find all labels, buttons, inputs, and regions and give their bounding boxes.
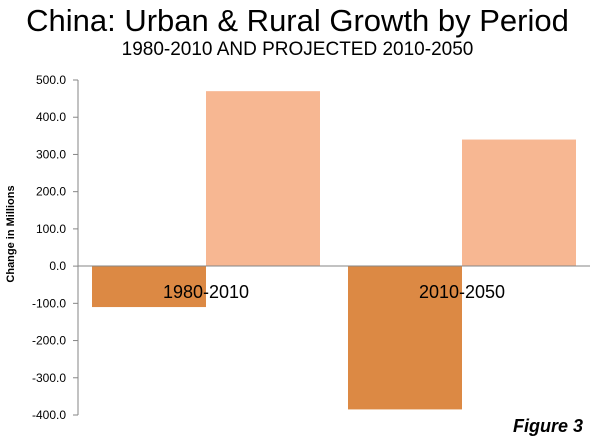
bars <box>92 91 576 410</box>
y-tick-label: 0.0 <box>49 259 66 273</box>
y-tick-label: 200.0 <box>36 185 66 199</box>
y-tick-label: -400.0 <box>32 408 66 422</box>
y-tick-label: -100.0 <box>32 296 66 310</box>
y-tick-label: -300.0 <box>32 371 66 385</box>
category-label: 2010-2050 <box>419 282 505 302</box>
y-ticks: 500.0 400.0 300.0 200.0 100.0 0.0 -100.0 -200.0… <box>32 73 78 422</box>
chart-title: China: Urban & Rural Growth by Period <box>26 3 569 38</box>
y-tick-label: 100.0 <box>36 222 66 236</box>
category-label: 1980-2010 <box>163 282 249 302</box>
category-labels: 1980-2010 2010-2050 <box>163 282 505 302</box>
y-tick-label: 300.0 <box>36 147 66 161</box>
y-tick-label: 400.0 <box>36 110 66 124</box>
bar-2010-2050-series-2 <box>462 139 576 267</box>
y-tick-label: -200.0 <box>32 334 66 348</box>
bar-2010-2050-series-1 <box>348 266 462 410</box>
bar-1980-2010-series-1 <box>92 266 206 308</box>
y-tick-label: 500.0 <box>36 73 66 87</box>
chart-subtitle: 1980-2010 AND PROJECTED 2010-2050 <box>121 39 474 60</box>
figure-label: Figure 3 <box>512 416 583 436</box>
bar-1980-2010-series-2 <box>206 91 320 267</box>
